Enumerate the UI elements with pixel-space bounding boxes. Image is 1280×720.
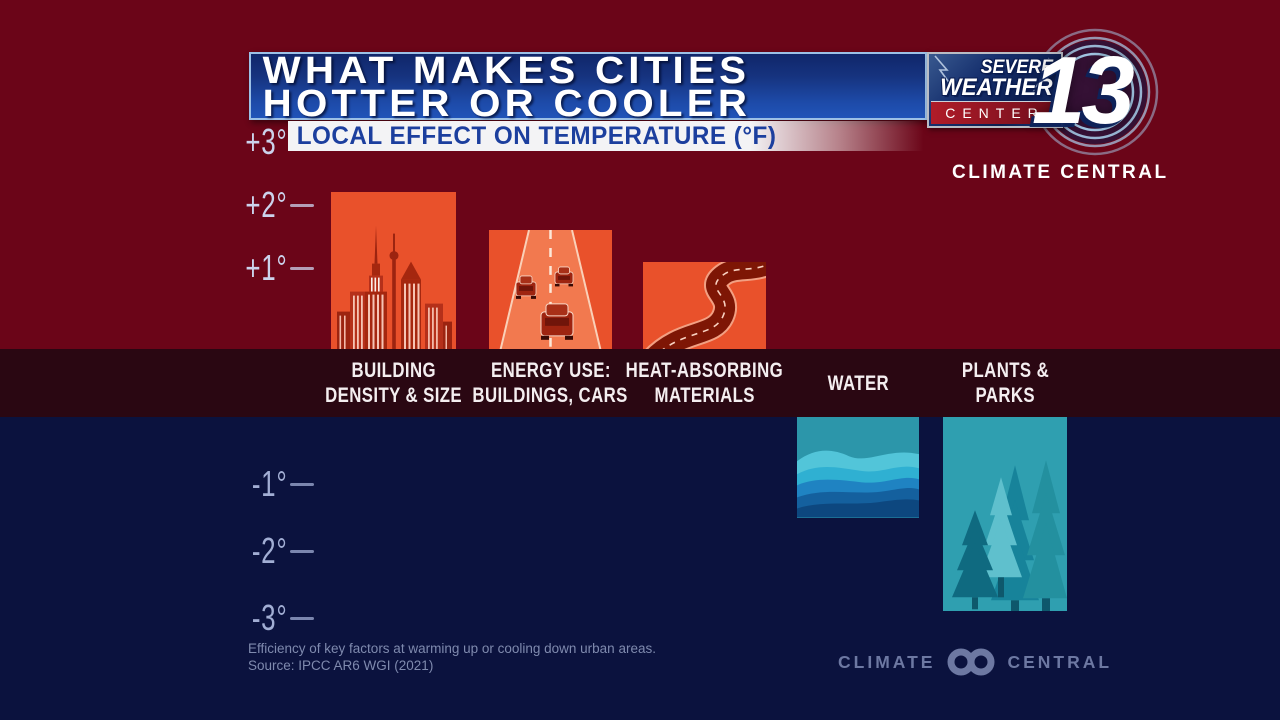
center-label: CENTER [931,101,1059,124]
pine-tree [1023,460,1067,612]
climate-word: CLIMATE [838,651,936,672]
category-label-water: WATER [753,349,963,417]
car-icon [515,275,537,300]
tick-label: -2° [251,530,287,571]
tick-dash [290,549,314,553]
channel-13-number: 13 [1032,37,1135,144]
category-line: BUILDING [351,359,436,382]
category-line: MATERIALS [654,384,755,407]
bar-building-density [331,192,456,352]
weather-label: WEATHER [940,74,1053,101]
severe-label: SEVERE [980,57,1053,78]
category-line: DENSITY & SIZE [325,384,462,407]
pine-tree [980,477,1022,598]
source-caption: Efficiency of key factors at warming up … [248,640,656,674]
caption-line1: Efficiency of key factors at warming up … [248,641,656,656]
tick-dash [290,616,314,620]
category-line: PARKS [975,384,1035,407]
highway-cars-icon [499,230,602,352]
city-skyline-icon [337,225,452,352]
tick-dash [290,266,314,270]
axis-tick-minus1: -1° [210,463,314,504]
subtitle-bar: LOCAL EFFECT ON TEMPERATURE (°F) [288,121,930,151]
axis-tick-plus2: +2° [210,184,314,225]
central-word: CENTRAL [1007,651,1113,672]
climate-central-mark-icon [947,648,995,676]
category-line: WATER [827,371,889,395]
axis-tick-plus1: +1° [210,247,314,288]
severe-weather-center-13-logo: SEVERE WEATHER CENTER 13 [920,25,1180,175]
water-waves-icon [797,417,919,518]
climate-central-logo: CLIMATE CENTRAL [838,645,1112,679]
caption-line2: Source: IPCC AR6 WGI (2021) [248,658,434,673]
tick-label: +3° [244,121,287,162]
pine-tree [952,510,998,610]
subtitle: LOCAL EFFECT ON TEMPERATURE (°F) [296,122,777,150]
tick-label: +2° [244,184,287,225]
page-title-line2: HOTTER OR COOLER [262,83,752,125]
category-band [0,349,1280,417]
tick-dash [290,203,314,207]
category-line: HEAT-ABSORBING [625,359,784,382]
category-label-building-density: BUILDING DENSITY & SIZE [289,349,499,417]
bar-water [797,417,919,518]
severe-weather-box: SEVERE WEATHER CENTER [927,52,1063,128]
page-title-line1: WHAT MAKES CITIES [262,50,751,92]
lightning-icon [934,55,1050,93]
category-label-heat-absorbing: HEAT-ABSORBING MATERIALS [600,349,810,417]
category-line: PLANTS & [961,359,1049,382]
bar-energy-use [489,230,612,352]
tick-label: +1° [244,247,287,288]
category-line: ENERGY USE: [490,359,611,382]
category-line: BUILDINGS, CARS [472,384,629,407]
axis-tick-minus2: -2° [210,530,314,571]
bar-plants-parks [943,417,1067,612]
category-label-plants-parks: PLANTS & PARKS [900,349,1110,417]
tick-label: -3° [251,597,287,638]
bar-heat-absorbing [643,261,766,352]
tick-label: -1° [251,463,287,504]
category-label-energy-use: ENERGY USE: BUILDINGS, CARS [446,349,656,417]
title-bar: WHAT MAKES CITIES HOTTER OR COOLER [249,52,927,123]
climate-central-wordmark-top: CLIMATE CENTRAL [952,162,1169,183]
axis-tick-minus3: -3° [210,597,314,638]
pine-trees-icon [943,417,1067,612]
car-icon [540,303,574,341]
tick-dash [290,482,314,486]
winding-road-icon [643,261,766,352]
car-icon [554,266,574,287]
